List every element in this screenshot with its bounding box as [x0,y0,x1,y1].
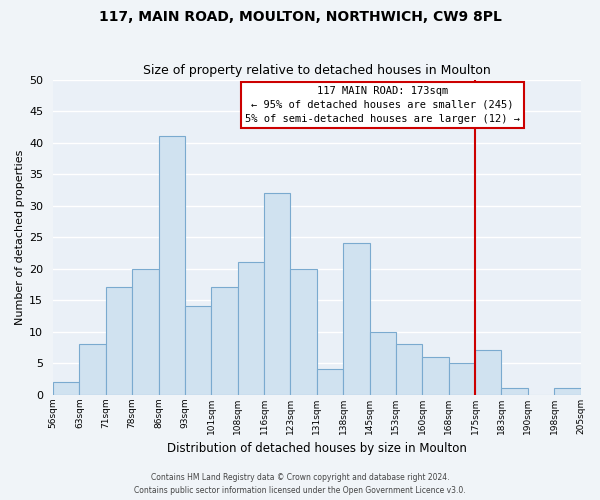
Bar [79,344,106,395]
Text: 117, MAIN ROAD, MOULTON, NORTHWICH, CW9 8PL: 117, MAIN ROAD, MOULTON, NORTHWICH, CW9 … [98,10,502,24]
Bar [158,136,185,394]
Bar [396,344,422,395]
Bar [290,268,317,394]
Y-axis label: Number of detached properties: Number of detached properties [15,150,25,324]
Bar [370,332,396,394]
X-axis label: Distribution of detached houses by size in Moulton: Distribution of detached houses by size … [167,442,467,455]
Title: Size of property relative to detached houses in Moulton: Size of property relative to detached ho… [143,64,491,77]
Bar [106,288,132,395]
Text: Contains HM Land Registry data © Crown copyright and database right 2024.
Contai: Contains HM Land Registry data © Crown c… [134,474,466,495]
Bar [554,388,581,394]
Bar [422,356,449,395]
Bar [502,388,528,394]
Text: 117 MAIN ROAD: 173sqm
← 95% of detached houses are smaller (245)
5% of semi-deta: 117 MAIN ROAD: 173sqm ← 95% of detached … [245,86,520,124]
Bar [317,370,343,394]
Bar [238,262,264,394]
Bar [343,244,370,394]
Bar [264,193,290,394]
Bar [211,288,238,395]
Bar [449,363,475,394]
Bar [185,306,211,394]
Bar [475,350,502,395]
Bar [132,268,158,394]
Bar [53,382,79,394]
